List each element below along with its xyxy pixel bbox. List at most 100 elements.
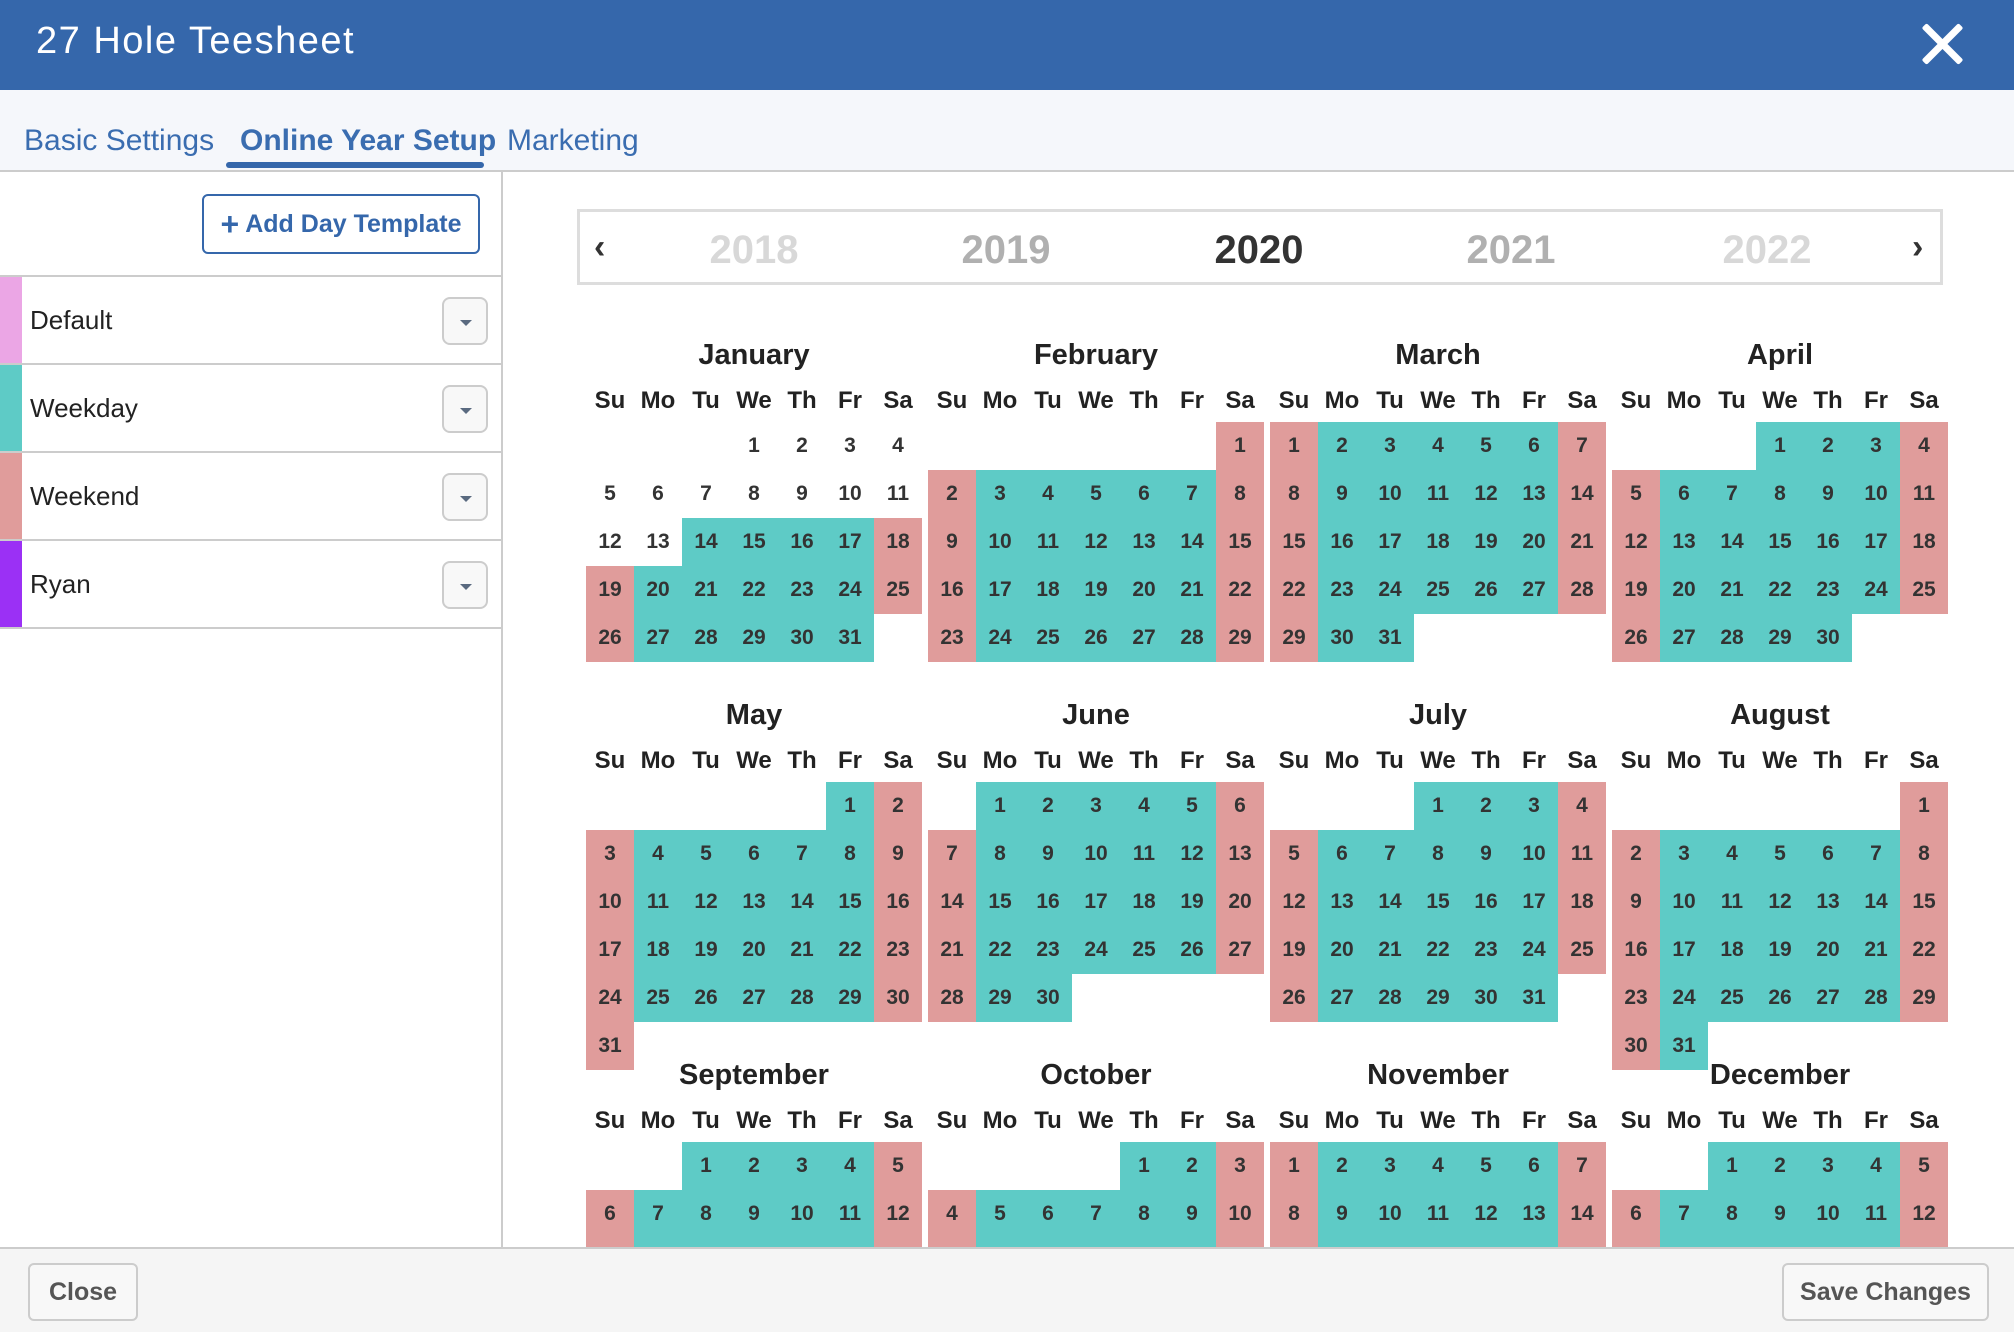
calendar-day[interactable]: 22	[1414, 926, 1462, 974]
calendar-day[interactable]: 4	[1414, 422, 1462, 470]
calendar-day[interactable]: 10	[1366, 1190, 1414, 1238]
year-2018[interactable]: 2018	[709, 228, 799, 272]
calendar-day[interactable]: 16	[730, 1238, 778, 1247]
calendar-day[interactable]: 12	[1072, 518, 1120, 566]
calendar-day[interactable]: 1	[1900, 782, 1948, 830]
chevron-left-icon[interactable]: ‹	[594, 228, 606, 266]
calendar-day[interactable]: 9	[1024, 830, 1072, 878]
calendar-day[interactable]: 4	[826, 1142, 874, 1190]
calendar-day[interactable]: 31	[1660, 1022, 1708, 1070]
calendar-day[interactable]: 9	[730, 1190, 778, 1238]
calendar-day[interactable]: 15	[1414, 878, 1462, 926]
calendar-day[interactable]: 21	[778, 926, 826, 974]
calendar-day[interactable]: 23	[1024, 926, 1072, 974]
calendar-day[interactable]: 21	[1558, 518, 1606, 566]
calendar-day[interactable]: 17	[586, 926, 634, 974]
calendar-day[interactable]: 15	[1120, 1238, 1168, 1247]
template-dropdown-caret-icon[interactable]	[442, 297, 488, 345]
calendar-day[interactable]: 24	[826, 566, 874, 614]
calendar-day[interactable]: 29	[1216, 614, 1264, 662]
calendar-day[interactable]: 12	[598, 530, 622, 553]
calendar-day[interactable]: 23	[928, 614, 976, 662]
calendar-day[interactable]: 11	[1558, 830, 1606, 878]
calendar-day[interactable]: 20	[634, 566, 682, 614]
calendar-day[interactable]: 16	[778, 518, 826, 566]
calendar-day[interactable]: 18	[1120, 878, 1168, 926]
calendar-day[interactable]: 20	[1216, 878, 1264, 926]
calendar-day[interactable]: 3	[1366, 422, 1414, 470]
tab-marketing[interactable]: Marketing	[507, 124, 639, 157]
calendar-day[interactable]: 10	[1366, 470, 1414, 518]
calendar-day[interactable]: 16	[1318, 518, 1366, 566]
calendar-day[interactable]: 9	[1804, 470, 1852, 518]
calendar-day[interactable]: 17	[778, 1238, 826, 1247]
calendar-day[interactable]: 8	[1900, 830, 1948, 878]
calendar-day[interactable]: 15	[826, 878, 874, 926]
calendar-day[interactable]: 13	[1660, 518, 1708, 566]
calendar-day[interactable]: 14	[682, 518, 730, 566]
calendar-day[interactable]: 4	[634, 830, 682, 878]
calendar-day[interactable]: 7	[1558, 1142, 1606, 1190]
calendar-day[interactable]: 2	[928, 470, 976, 518]
calendar-day[interactable]: 30	[874, 974, 922, 1022]
calendar-day[interactable]: 19	[682, 926, 730, 974]
calendar-day[interactable]: 6	[1024, 1190, 1072, 1238]
calendar-day[interactable]: 10	[1510, 830, 1558, 878]
calendar-day[interactable]: 29	[1900, 974, 1948, 1022]
calendar-day[interactable]: 24	[1072, 926, 1120, 974]
calendar-day[interactable]: 1	[1270, 1142, 1318, 1190]
calendar-day[interactable]: 19	[1270, 926, 1318, 974]
calendar-day[interactable]: 15	[1900, 878, 1948, 926]
calendar-day[interactable]: 6	[1318, 830, 1366, 878]
calendar-day[interactable]: 13	[1510, 470, 1558, 518]
calendar-day[interactable]: 10	[838, 482, 862, 505]
calendar-day[interactable]: 21	[682, 566, 730, 614]
calendar-day[interactable]: 20	[1510, 1238, 1558, 1247]
calendar-day[interactable]: 10	[1216, 1190, 1264, 1238]
calendar-day[interactable]: 13	[1120, 518, 1168, 566]
calendar-day[interactable]: 1	[1216, 422, 1264, 470]
calendar-day[interactable]: 2	[874, 782, 922, 830]
calendar-day[interactable]: 22	[1900, 926, 1948, 974]
calendar-day[interactable]: 30	[1612, 1022, 1660, 1070]
calendar-day[interactable]: 17	[1216, 1238, 1264, 1247]
calendar-day[interactable]: 31	[1510, 974, 1558, 1022]
calendar-day[interactable]: 8	[1270, 470, 1318, 518]
calendar-day[interactable]: 3	[1216, 1142, 1264, 1190]
calendar-day[interactable]: 9	[874, 830, 922, 878]
template-item-default[interactable]: Default	[0, 277, 501, 365]
calendar-day[interactable]: 29	[1756, 614, 1804, 662]
calendar-day[interactable]: 18	[1558, 878, 1606, 926]
template-dropdown-caret-icon[interactable]	[442, 473, 488, 521]
calendar-day[interactable]: 26	[1072, 614, 1120, 662]
calendar-day[interactable]: 1	[748, 434, 760, 457]
calendar-day[interactable]: 20	[1804, 926, 1852, 974]
calendar-day[interactable]: 30	[1462, 974, 1510, 1022]
calendar-day[interactable]: 7	[1072, 1190, 1120, 1238]
calendar-day[interactable]: 16	[1612, 926, 1660, 974]
calendar-day[interactable]: 20	[1660, 566, 1708, 614]
calendar-day[interactable]: 25	[634, 974, 682, 1022]
calendar-day[interactable]: 21	[1708, 566, 1756, 614]
calendar-day[interactable]: 4	[892, 434, 904, 457]
calendar-day[interactable]: 19	[1756, 926, 1804, 974]
calendar-day[interactable]: 14	[928, 878, 976, 926]
calendar-day[interactable]: 4	[1120, 782, 1168, 830]
calendar-day[interactable]: 17	[1660, 926, 1708, 974]
calendar-day[interactable]: 17	[1366, 518, 1414, 566]
calendar-day[interactable]: 15	[1270, 1238, 1318, 1247]
calendar-day[interactable]: 1	[1270, 422, 1318, 470]
calendar-day[interactable]: 2	[1318, 1142, 1366, 1190]
calendar-day[interactable]: 31	[826, 614, 874, 662]
calendar-day[interactable]: 24	[586, 974, 634, 1022]
calendar-day[interactable]: 27	[1804, 974, 1852, 1022]
calendar-day[interactable]: 2	[796, 434, 808, 457]
calendar-day[interactable]: 4	[1558, 782, 1606, 830]
calendar-day[interactable]: 29	[1270, 614, 1318, 662]
calendar-day[interactable]: 9	[1462, 830, 1510, 878]
calendar-day[interactable]: 17	[1804, 1238, 1852, 1247]
calendar-day[interactable]: 7	[1366, 830, 1414, 878]
calendar-day[interactable]: 5	[682, 830, 730, 878]
calendar-day[interactable]: 26	[1612, 614, 1660, 662]
calendar-day[interactable]: 6	[730, 830, 778, 878]
